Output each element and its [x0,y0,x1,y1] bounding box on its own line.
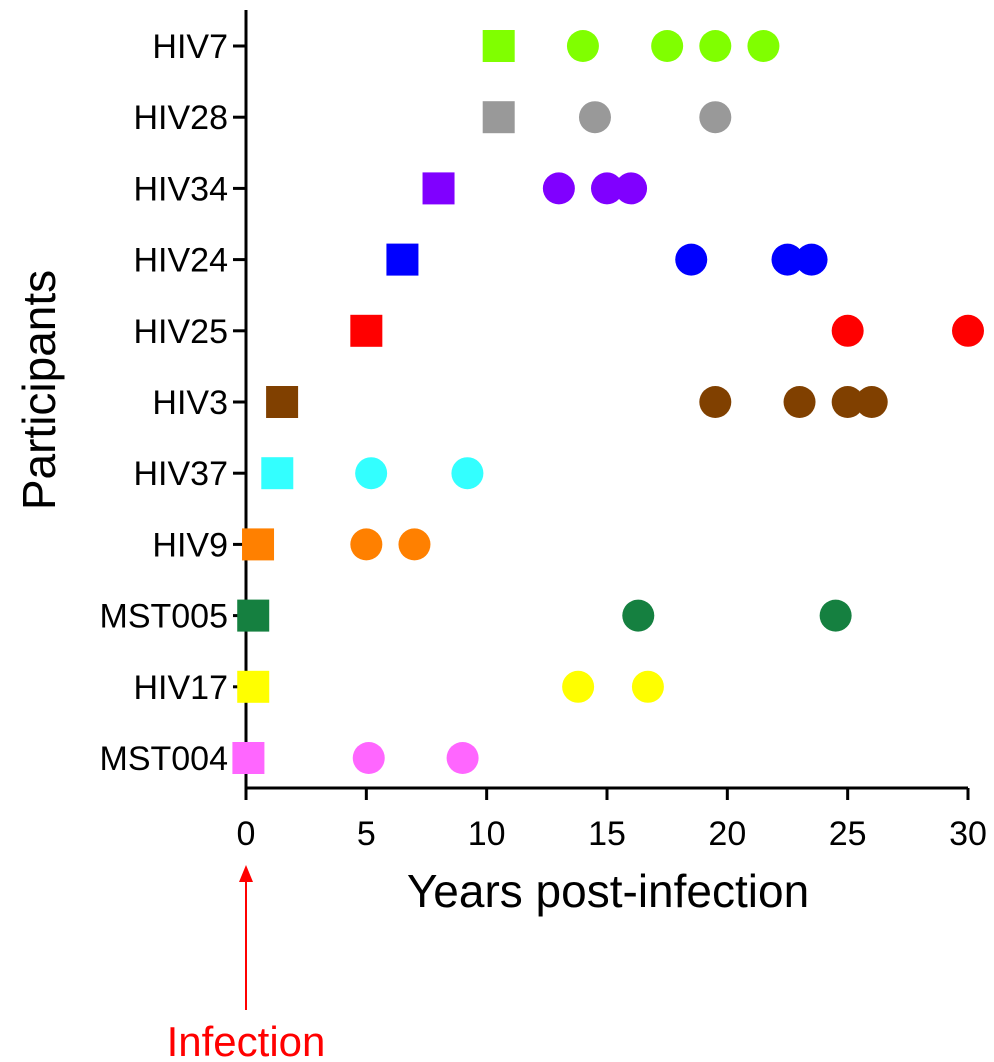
data-point-circle [747,30,780,62]
data-point-circle [831,386,864,418]
data-point-circle [591,172,623,205]
data-point-square [482,30,515,62]
data-point-circle [615,172,648,205]
y-tick-label: HIV7 [152,28,228,66]
data-point-circle [771,243,804,276]
data-point-square [242,528,275,561]
data-point-circle [562,670,595,703]
data-point-circle [819,599,852,632]
y-tick-label: HIV34 [134,170,229,208]
data-point-circle [699,101,732,134]
data-point-square [422,172,455,205]
y-tick-label: HIV24 [134,242,229,280]
infection-arrow-head [239,865,253,882]
y-tick-label: HIV3 [152,384,228,422]
data-point-circle [566,30,599,62]
y-tick-label: MST004 [100,740,229,778]
x-tick-label: 5 [357,815,376,853]
data-point-circle [783,386,816,418]
data-point-square [350,314,383,347]
data-point-circle [446,742,479,774]
data-point-circle [855,386,888,418]
data-point-circle [631,670,664,703]
x-tick-label: 0 [237,815,256,853]
x-tick-label: 10 [468,815,506,853]
data-point-square [261,457,294,490]
y-tick-label: MST005 [100,598,229,636]
data-point-circle [699,386,732,418]
y-axis-title: Participants [13,270,65,510]
data-point-square [237,670,270,703]
data-point-circle [675,243,708,276]
data-point-circle [831,314,864,347]
data-point-square [237,599,270,632]
infection-label: Infection [167,1018,326,1062]
y-tick-label: HIV25 [134,313,229,351]
x-axis-title: Years post-infection [407,865,809,917]
data-point-square [266,386,299,418]
data-point-circle [352,742,385,774]
data-point-circle [350,528,383,561]
y-tick-label: HIV9 [152,526,228,564]
y-tick-label: HIV37 [134,455,229,493]
data-point-square [482,101,515,134]
plot-area: 0 5 10 15 20 25 30 HIV7 HIV28 HIV34 HIV24 HIV25 HIV3… [100,10,987,853]
data-point-circle [578,101,611,134]
data-point-circle [795,243,828,276]
data-point-circle [651,30,684,62]
data-point-square [232,742,265,774]
data-point-circle [699,30,732,62]
data-point-square [386,243,419,276]
x-tick-label: 30 [949,815,987,853]
x-tick-label: 15 [588,815,626,853]
data-point-circle [622,599,655,632]
data-point-circle [355,457,388,490]
x-tick-label: 25 [829,815,867,853]
y-tick-label: HIV17 [134,669,229,707]
data-point-circle [451,457,484,490]
data-point-circle [398,528,431,561]
x-tick-label: 20 [708,815,746,853]
data-point-circle [952,314,984,347]
y-tick-label: HIV28 [134,99,229,137]
infection-annotation: Infection [167,865,326,1062]
data-point-circle [542,172,575,205]
